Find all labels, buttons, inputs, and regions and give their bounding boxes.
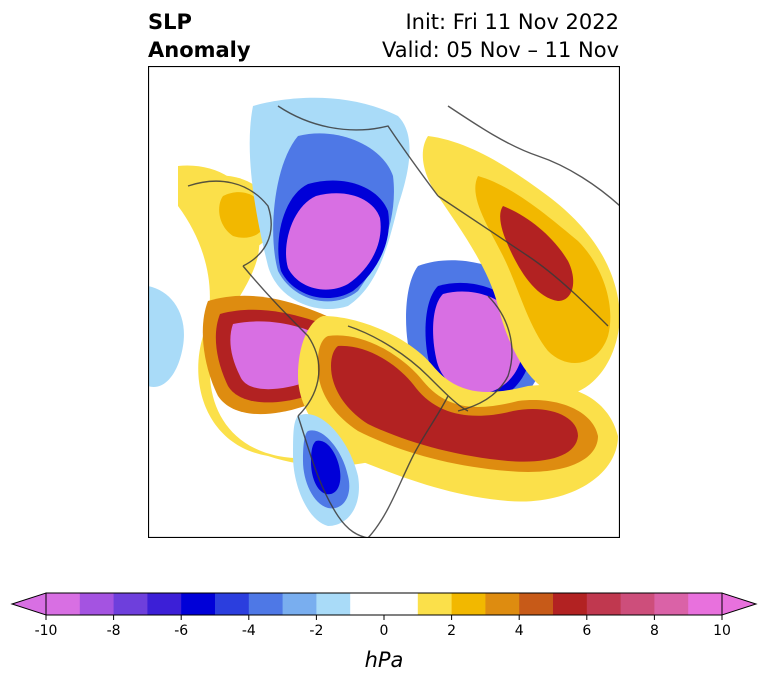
colorbar-bin <box>350 593 385 615</box>
colorbar-bin <box>384 593 419 615</box>
colorbar-bin <box>688 593 723 615</box>
colorbar-bin <box>282 593 317 615</box>
colorbar-tick-label: 6 <box>582 623 591 639</box>
colorbar-tick-label: -4 <box>242 623 256 639</box>
anomaly-fields <box>148 97 620 526</box>
init-date: Init: Fri 11 Nov 2022 <box>405 10 619 34</box>
colorbar-tick-label: 10 <box>713 623 731 639</box>
colorbar-tick-label: -6 <box>174 623 188 639</box>
colorbar-bin <box>79 593 115 615</box>
title-line-2: Anomaly <box>148 38 251 62</box>
colorbar-bin <box>519 593 554 615</box>
colorbar-tick-label: -10 <box>35 623 58 639</box>
low-western-us <box>293 414 359 526</box>
valid-range: Valid: 05 Nov – 11 Nov <box>382 38 619 62</box>
colorbar-tick-label: 0 <box>380 623 389 639</box>
colorbar-bin <box>654 593 689 615</box>
colorbar-ticks: -10 -8 -6 -4 -2 0 2 4 6 8 10 <box>35 615 731 639</box>
colorbar-extend-low <box>10 592 47 616</box>
colorbar-bins <box>10 592 758 616</box>
colorbar-unit-label: hPa <box>365 648 404 672</box>
colorbar-tick-label: -8 <box>107 623 121 639</box>
colorbar-bin <box>147 593 182 615</box>
colorbar-bin <box>46 593 81 615</box>
high-canada-atlantic <box>298 316 618 502</box>
title-line-1: SLP <box>148 10 192 34</box>
date-info: Init: Fri 11 Nov 2022 Valid: 05 Nov – 11… <box>382 8 619 64</box>
low-pacific-small <box>148 286 184 387</box>
colorbar-bin <box>553 593 588 615</box>
colorbar-bin <box>451 593 486 615</box>
colorbar-bin <box>586 593 622 615</box>
colorbar: -10 -8 -6 -4 -2 0 2 4 6 8 10 hPa <box>10 592 758 672</box>
colorbar-bin <box>215 593 250 615</box>
colorbar-bin <box>485 593 520 615</box>
colorbar-extend-high <box>721 592 758 616</box>
chart-title: SLP Anomaly <box>148 8 251 64</box>
colorbar-bin <box>316 593 351 615</box>
low-arctic <box>249 97 410 310</box>
colorbar-bin <box>113 593 148 615</box>
colorbar-tick-label: 4 <box>515 623 524 639</box>
anomaly-map <box>148 66 620 538</box>
coastlines <box>187 105 620 538</box>
colorbar-tick-label: 2 <box>447 623 456 639</box>
colorbar-bin <box>417 593 453 615</box>
colorbar-tick-label: -2 <box>309 623 323 639</box>
colorbar-bin <box>248 593 284 615</box>
map-frame <box>148 66 620 538</box>
colorbar-tick-label: 8 <box>650 623 659 639</box>
colorbar-bin <box>620 593 655 615</box>
colorbar-bin <box>181 593 216 615</box>
